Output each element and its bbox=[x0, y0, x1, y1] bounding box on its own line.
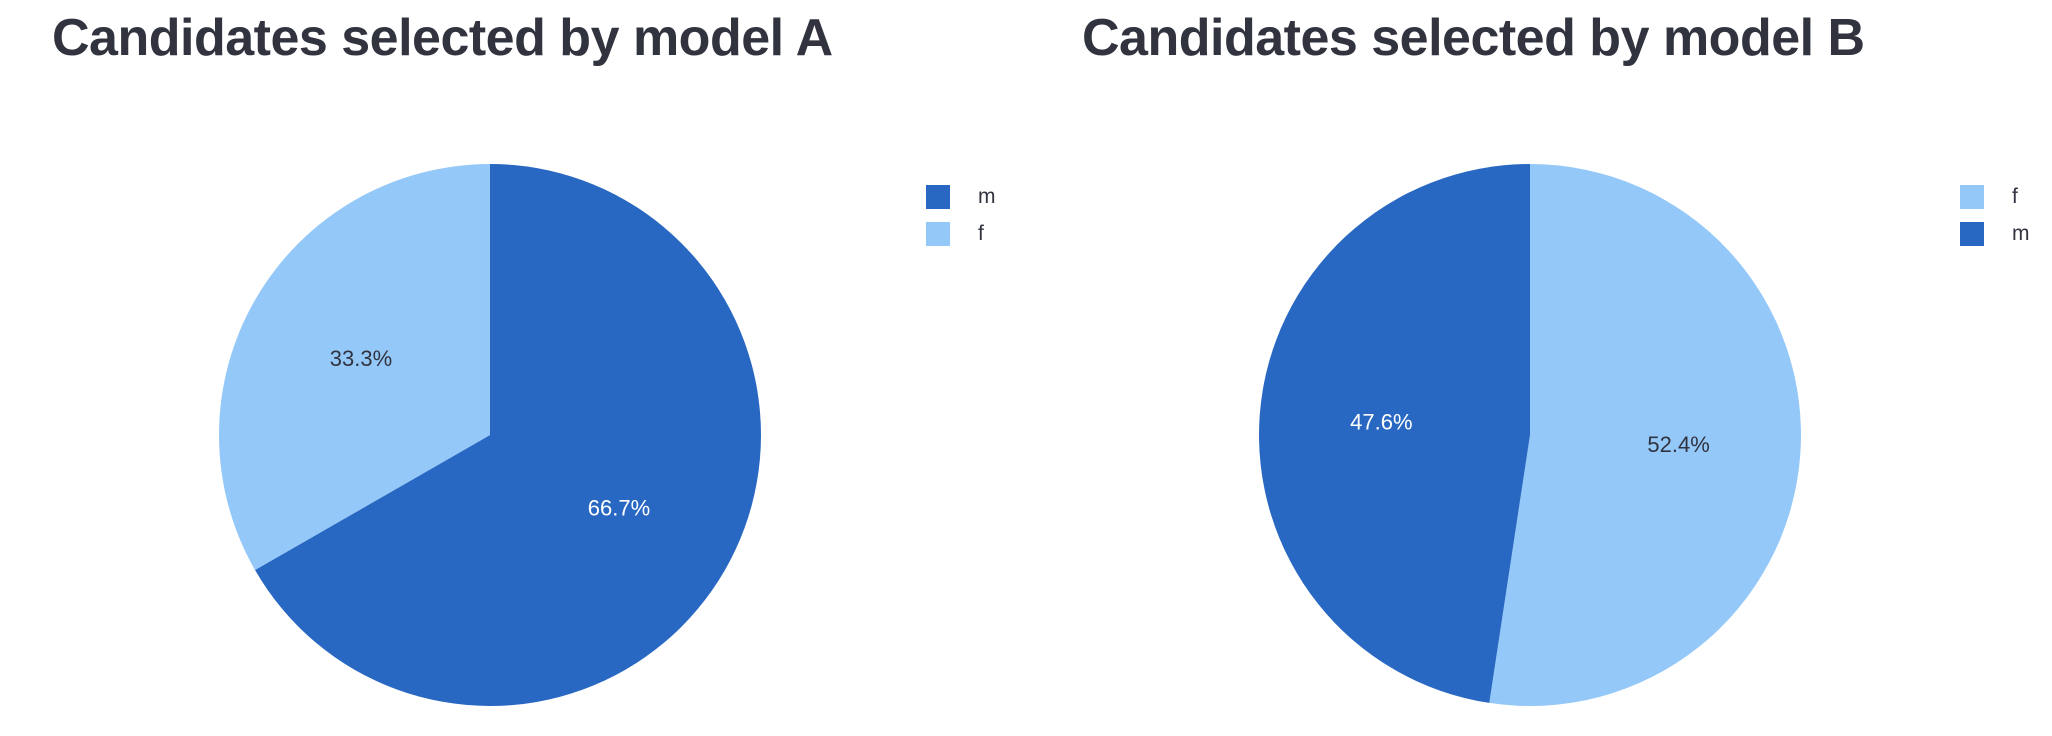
pie-slice-m[interactable] bbox=[255, 164, 761, 707]
legend-swatch bbox=[1960, 221, 1984, 246]
pie-chart-model-a: 66.7% 33.3% bbox=[218, 164, 761, 707]
pie-slice-f[interactable] bbox=[218, 164, 490, 571]
pie-slice-f[interactable] bbox=[1489, 164, 1802, 707]
chart-title: Candidates selected by model A bbox=[52, 9, 833, 67]
legend-label: m bbox=[978, 184, 996, 208]
legend-label: f bbox=[2012, 184, 2018, 208]
chart-panel-model-a: Candidates selected by model A 66.7% 33.3… bbox=[52, 9, 996, 707]
legend-item[interactable]: m bbox=[926, 178, 996, 215]
legend: m f bbox=[926, 178, 996, 252]
legend: f m bbox=[1960, 178, 2030, 252]
legend-item[interactable]: m bbox=[1960, 215, 2030, 252]
legend-swatch bbox=[1960, 184, 1984, 209]
slice-label-f: 33.3% bbox=[330, 346, 392, 371]
chart-panel-model-b: Candidates selected by model B 52.4% 47.6… bbox=[1030, 0, 2052, 736]
pie-slice-m[interactable] bbox=[1259, 164, 1530, 703]
slice-label-m: 66.7% bbox=[588, 495, 650, 520]
legend-swatch bbox=[926, 221, 950, 246]
slice-label-f: 52.4% bbox=[1647, 432, 1709, 457]
legend-item[interactable]: f bbox=[926, 215, 996, 252]
legend-swatch bbox=[926, 184, 950, 209]
slice-label-m: 47.6% bbox=[1350, 410, 1412, 435]
legend-label: f bbox=[978, 221, 984, 245]
chart-title: Candidates selected by model B bbox=[1082, 9, 1865, 67]
legend-label: m bbox=[2012, 221, 2030, 245]
legend-item[interactable]: f bbox=[1960, 178, 2030, 215]
pie-chart-model-b: 52.4% 47.6% bbox=[1259, 164, 1802, 707]
